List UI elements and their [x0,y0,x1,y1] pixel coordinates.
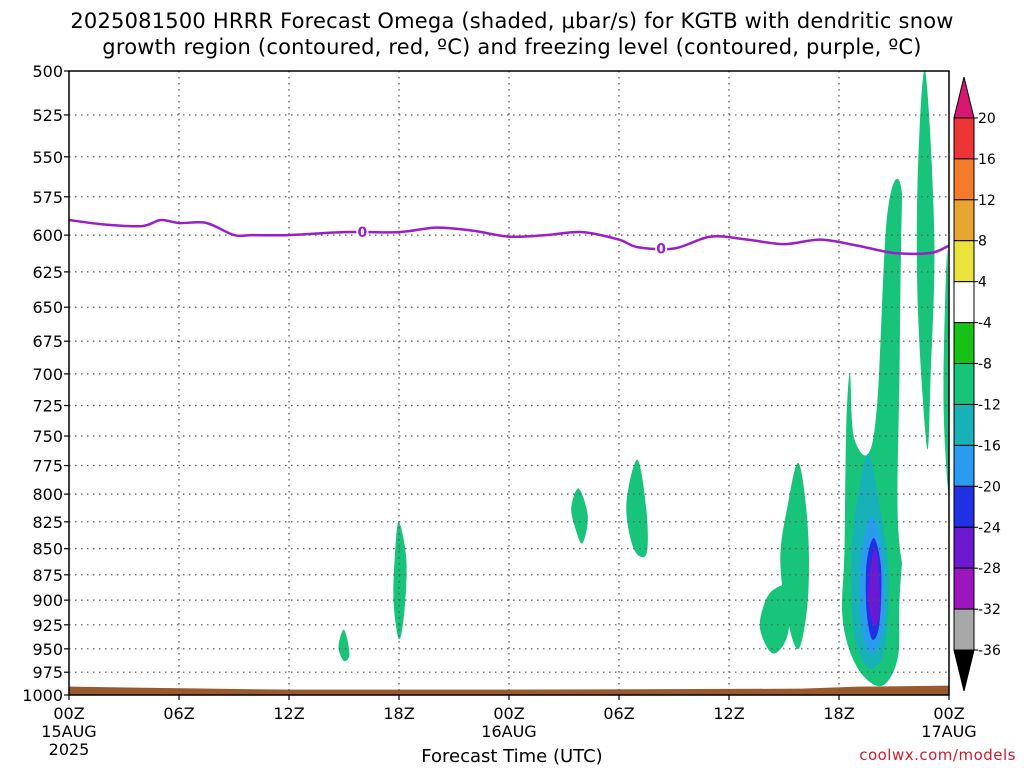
colorbar-label: 8 [978,234,987,250]
omega-region [916,71,935,450]
x-tick-label: 06Z [603,704,634,723]
y-tick-label: 575 [32,188,63,207]
y-tick-label: 775 [32,457,63,476]
x-tick-label: 12Z [713,704,744,723]
colorbar-label: -28 [978,561,1001,577]
colorbar-label: -4 [978,316,992,332]
watermark: coolwx.com/models [859,746,1016,764]
y-axis: 500 525 550 575 600 625 650 675 700 725 750 775 800 8… [22,62,69,705]
y-tick-label: 800 [32,485,63,504]
y-tick-label: 850 [32,540,63,559]
omega-region [626,459,648,558]
y-tick-label: 600 [32,226,63,245]
x-tick-label: 06Z [163,704,194,723]
colorbar-swatch [953,403,975,446]
x-tick-date: 17AUG [921,722,976,741]
colorbar-swatch [953,240,975,283]
title-line-1: 2025081500 HRRR Forecast Omega (shaded, … [70,9,954,33]
colorbar-swatch [953,444,975,487]
colorbar-label: 12 [978,193,996,209]
colorbar-swatch [953,281,975,324]
colorbar-label: -8 [978,357,992,373]
y-tick-label: 550 [32,148,63,167]
colorbar-swatch [953,322,975,365]
colorbar-bottom-arrow [953,649,975,692]
colorbar-swatch [953,526,975,569]
colorbar-swatch [953,485,975,528]
y-tick-label: 700 [32,365,63,384]
x-tick-label: 18Z [383,704,414,723]
omega-region [648,652,697,684]
colorbar-label: -24 [978,520,1001,536]
colorbar-label: 16 [978,152,996,168]
omega-region [338,629,350,662]
y-tick-label: 750 [32,427,63,446]
y-tick-label: 650 [32,298,63,317]
omega-region [943,249,949,495]
x-tick-label: 00Z [493,704,524,723]
title-line-2: growth region (contoured, red, ºC) and f… [102,35,922,59]
x-tick-label: 00Z [933,704,964,723]
y-tick-label: 950 [32,640,63,659]
freezing-level-line [69,218,949,256]
y-tick-label: 625 [32,263,63,282]
omega-region [759,584,791,654]
x-tick-year: 2025 [49,740,90,759]
omega-shading [77,71,949,687]
omega-region [497,476,555,640]
freezing-label-bg [356,223,369,242]
x-tick-label: 18Z [823,704,854,723]
colorbar: 20 16 12 8 4 -4 -8 -12 -16 -20 -24 -28 -32 -36 [953,76,1001,692]
colorbar-label: -20 [978,479,1001,495]
freezing-level: 00 [69,218,949,258]
y-tick-label: 675 [32,332,63,351]
y-tick-label: 925 [32,616,63,635]
y-tick-label: 875 [32,566,63,585]
colorbar-label: -32 [978,602,1001,618]
y-tick-label: 500 [32,62,63,81]
omega-region [77,476,92,586]
omega-region [606,662,621,680]
colorbar-swatch [953,363,975,405]
colorbar-label: 4 [978,275,987,291]
chart-title: 2025081500 HRRR Forecast Omega (shaded, … [0,8,1024,60]
y-tick-label: 525 [32,106,63,125]
x-tick-label: 12Z [273,704,304,723]
colorbar-swatch [953,567,975,610]
freezing-level-label: 0 [656,242,666,258]
colorbar-top-arrow [953,76,975,119]
freezing-label-bg [655,239,668,258]
colorbar-swatch [953,608,975,651]
omega-region [868,548,880,626]
colorbar-label: -16 [978,438,1001,454]
omega-region [917,435,949,630]
colorbar-label: -36 [978,643,1001,659]
colorbar-label: 20 [978,111,996,127]
grid-lines [69,71,949,695]
colorbar-swatch [953,117,975,160]
y-tick-label: 725 [32,396,63,415]
omega-region [708,611,717,640]
colorbar-swatch [953,199,975,242]
y-tick-label: 1000 [22,686,63,705]
omega-region [393,521,407,640]
colorbar-swatch [953,158,975,201]
freezing-level-label: 0 [357,225,367,241]
omega-region [897,131,915,570]
y-tick-label: 975 [32,663,63,682]
colorbar-label: -12 [978,397,1001,413]
x-tick-date: 16AUG [481,722,536,741]
omega-region [459,493,477,572]
x-axis-label: Forecast Time (UTC) [421,746,603,767]
y-tick-label: 900 [32,591,63,610]
y-tick-label: 825 [32,513,63,532]
x-tick-date: 15AUG [41,722,96,741]
x-tick-label: 00Z [53,704,84,723]
omega-region [571,488,588,544]
